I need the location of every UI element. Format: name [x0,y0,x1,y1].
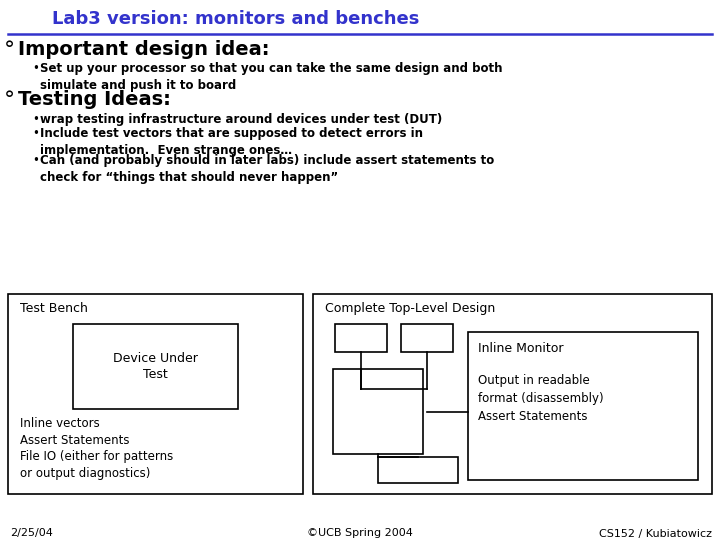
Text: •: • [32,127,39,140]
Text: Complete Top-Level Design: Complete Top-Level Design [325,302,495,315]
Text: Set up your processor so that you can take the same design and both
simulate and: Set up your processor so that you can ta… [40,62,503,91]
Bar [378,457,458,483]
Text: Inline vectors
Assert Statements
File IO (either for patterns
or output diagnost: Inline vectors Assert Statements File IO… [20,417,174,480]
Text: 2/25/04: 2/25/04 [10,528,53,538]
Bar [468,332,698,480]
Text: Can (and probably should in later labs) include assert statements to
check for “: Can (and probably should in later labs) … [40,154,494,184]
Text: ©UCB Spring 2004: ©UCB Spring 2004 [307,528,413,538]
Text: Include test vectors that are supposed to detect errors in
implementation.  Even: Include test vectors that are supposed t… [40,127,423,157]
Bar [335,324,387,352]
Text: •: • [32,113,39,126]
Text: •: • [32,62,39,75]
Text: °: ° [4,40,15,60]
Text: wrap testing infrastructure around devices under test (DUT): wrap testing infrastructure around devic… [40,113,442,126]
Text: Important design idea:: Important design idea: [18,40,269,59]
Bar [333,369,423,454]
Bar [8,294,303,494]
Bar [73,324,238,409]
Text: CS152 / Kubiatowicz
Lec9.20: CS152 / Kubiatowicz Lec9.20 [599,529,712,540]
Text: Output in readable
format (disassembly)
Assert Statements: Output in readable format (disassembly) … [478,374,603,423]
Bar [401,324,453,352]
Text: Testing Ideas:: Testing Ideas: [18,90,171,109]
Bar [313,294,712,494]
Text: Device Under
Test: Device Under Test [113,352,198,381]
Text: °: ° [4,90,15,110]
Text: Test Bench: Test Bench [20,302,88,315]
Text: Inline Monitor: Inline Monitor [478,342,564,355]
Text: Lab3 version: monitors and benches: Lab3 version: monitors and benches [52,10,419,28]
Text: •: • [32,154,39,167]
